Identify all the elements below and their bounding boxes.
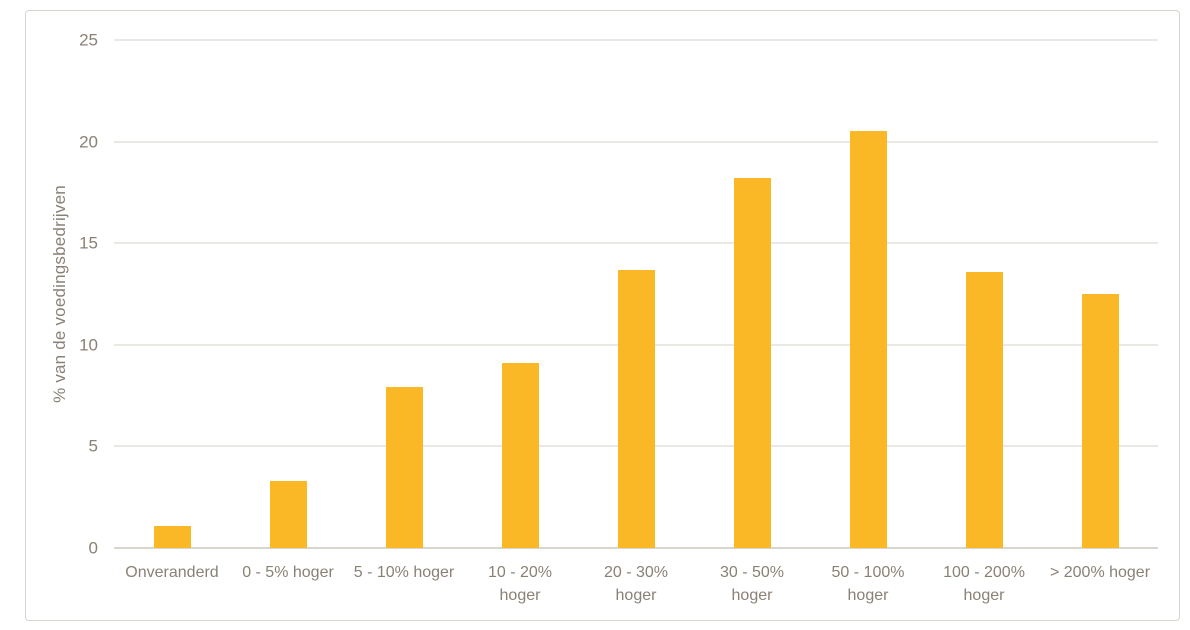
bar-4: [501, 363, 539, 548]
bar-column: [694, 40, 810, 548]
bar-9: [1081, 294, 1119, 548]
x-axis-category-label-line: > 200% hoger: [1049, 564, 1151, 581]
x-axis-category-label-line: 0 - 5% hoger: [242, 564, 334, 581]
x-axis-category-label: 30 - 50% hoger: [694, 561, 810, 607]
x-axis-category-label-line: hoger: [615, 587, 657, 604]
x-axis-category-label: 5 - 10% hoger: [346, 561, 462, 607]
x-axis-category-label-line: hoger: [731, 587, 773, 604]
bar-column: [462, 40, 578, 548]
y-axis-tick-label: 15: [79, 233, 98, 253]
bar-column: [578, 40, 694, 548]
x-axis-category-label-line: 100 - 200%: [943, 564, 1025, 581]
x-axis-category-label: > 200% hoger: [1042, 561, 1158, 607]
bars-container: [114, 40, 1158, 548]
y-axis-tick-label: 25: [79, 30, 98, 50]
y-axis-tick-label: 0: [88, 538, 98, 558]
y-axis-tick-label: 5: [88, 436, 98, 456]
bar-7: [849, 131, 887, 548]
bar-column: [230, 40, 346, 548]
bar-2: [269, 480, 307, 548]
x-axis-category-label-line: 10 - 20%: [487, 564, 553, 581]
x-axis-category-label-line: Onveranderd: [125, 564, 219, 581]
bar-column: [114, 40, 230, 548]
y-axis-tick-label: 10: [79, 335, 98, 355]
x-axis-category-label: 0 - 5% hoger: [230, 561, 346, 607]
x-axis-category-label: 20 - 30% hoger: [578, 561, 694, 607]
x-axis-category-label-line: 50 - 100%: [831, 564, 905, 581]
bar-8: [965, 271, 1003, 548]
bar-column: [810, 40, 926, 548]
x-axis-category-label: 10 - 20% hoger: [462, 561, 578, 607]
x-axis-category-label-line: hoger: [963, 587, 1005, 604]
bar-5: [617, 269, 655, 548]
bar-3: [385, 387, 423, 548]
chart-panel: % van de voedingsbedrijven 0 5 10 15 20 25 On…: [25, 10, 1180, 621]
bar-column: [926, 40, 1042, 548]
y-axis-title: % van de voedingsbedrijven: [50, 185, 69, 403]
x-axis-category-label-line: 30 - 50%: [719, 564, 785, 581]
x-axis-category-label-line: 20 - 30%: [603, 564, 669, 581]
bar-1: [153, 525, 191, 548]
bar-column: [1042, 40, 1158, 548]
y-axis-tick-label: 20: [79, 132, 98, 152]
plot-area: 0 5 10 15 20 25 Onveranderd 0 - 5% hoger 5 - 10…: [79, 32, 1158, 604]
x-axis-category-label-line: hoger: [499, 587, 541, 604]
x-axis-category-label: Onveranderd: [114, 561, 230, 607]
x-axis-category-label-line: 5 - 10% hoger: [353, 564, 455, 581]
bar-column: [346, 40, 462, 548]
x-axis-category-label-line: hoger: [847, 587, 889, 604]
x-axis-category-label: 100 - 200% hoger: [926, 561, 1042, 607]
bar-6: [733, 178, 771, 548]
x-axis-category-label: 50 - 100% hoger: [810, 561, 926, 607]
x-axis-labels: Onveranderd 0 - 5% hoger 5 - 10% hoger 10 -…: [114, 561, 1158, 607]
